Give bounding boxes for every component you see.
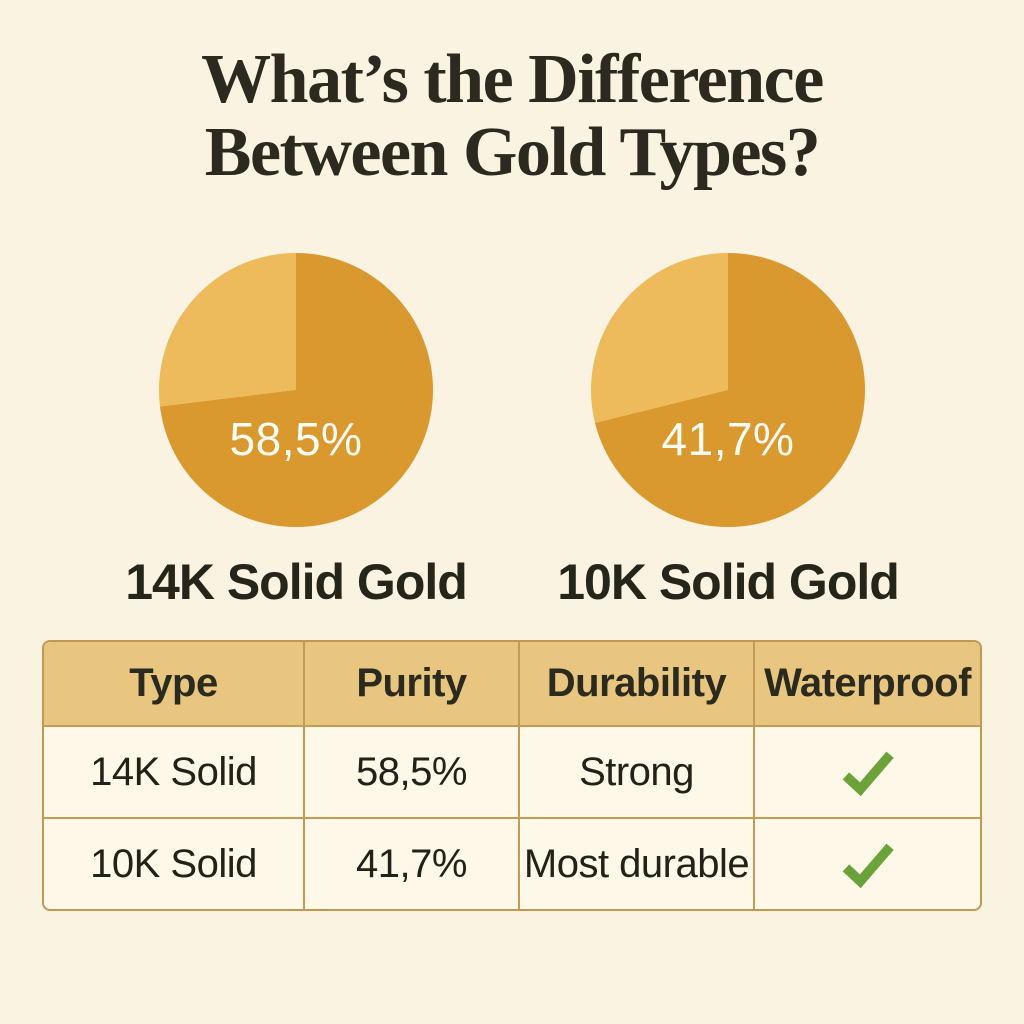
checkmark-icon — [842, 843, 894, 888]
pie-figure-10k: 41,7% 10K Solid Gold — [512, 253, 944, 611]
table-cell-10k-type: 10K Solid — [44, 817, 303, 909]
pie-caption-14k: 14K Solid Gold — [125, 554, 468, 610]
table-header-type: Type — [44, 642, 303, 725]
pie-charts-row: 58,5% 14K Solid Gold 41,7% 10K Solid Gol… — [0, 253, 1024, 611]
table-cell-14k-type: 14K Solid — [44, 725, 303, 817]
table-cell-10k-purity: 41,7% — [303, 817, 518, 909]
table-cell-14k-waterproof — [753, 725, 980, 817]
table-header-waterproof: Waterproof — [753, 642, 980, 725]
pie-chart-14k: 58,5% — [159, 253, 433, 527]
page-title-line-2: Between Gold Types? — [204, 113, 821, 191]
page-title-line-1: What’s the Difference — [201, 41, 824, 118]
table-header-durability: Durability — [518, 642, 753, 725]
gold-comparison-table: Type Purity Durability Waterproof 14K So… — [42, 640, 982, 911]
table-cell-10k-waterproof — [753, 817, 980, 909]
pie-chart-10k: 41,7% — [591, 253, 865, 527]
checkmark-icon — [842, 751, 894, 796]
table-header-purity: Purity — [303, 642, 518, 725]
table-cell-14k-purity: 58,5% — [303, 725, 518, 817]
table-cell-14k-durability: Strong — [518, 725, 753, 817]
pie-percentage-label-14k: 58,5% — [229, 413, 363, 466]
pie-figure-14k: 58,5% 14K Solid Gold — [80, 253, 512, 611]
pie-percentage-label-10k: 41,7% — [661, 413, 795, 466]
table-cell-10k-durability: Most durable — [518, 817, 753, 909]
pie-caption-10k: 10K Solid Gold — [557, 554, 900, 610]
page-title: What’s the Difference Between Gold Types… — [0, 41, 1024, 191]
